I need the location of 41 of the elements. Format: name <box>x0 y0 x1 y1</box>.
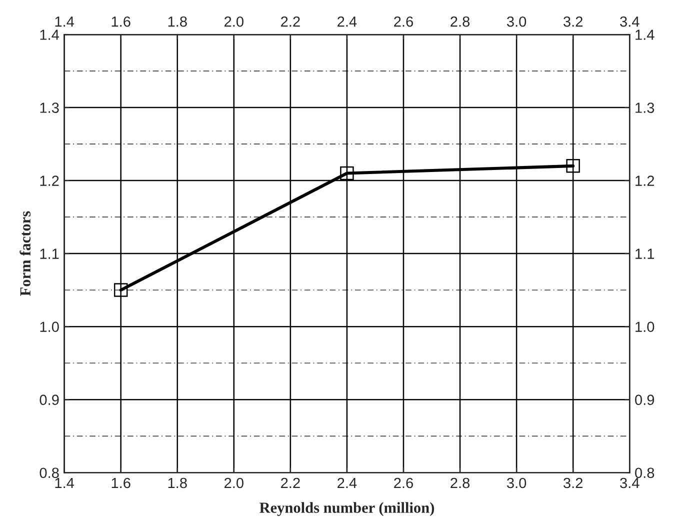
y-tick-label: 1.3 <box>40 102 59 113</box>
y-tick-label: 1.4 <box>40 30 60 40</box>
y2-tick-label: 0.8 <box>635 468 654 478</box>
y2-tick-label: 1.2 <box>636 176 654 186</box>
y2-tick-label: 1.3 <box>636 102 654 113</box>
x-tick-label: 2.8 <box>450 478 470 488</box>
y-tick-label: 0.8 <box>40 468 59 478</box>
x2-tick-label: 2.0 <box>224 16 244 27</box>
x-tick-label: 3.0 <box>506 478 526 488</box>
x2-tick-label: 2.8 <box>450 16 470 27</box>
y2-tick-label: 1.1 <box>636 248 654 259</box>
x-tick-label: 1.6 <box>112 478 130 488</box>
x2-tick-label: 3.4 <box>620 16 640 27</box>
x2-tick-label: 3.2 <box>564 16 582 27</box>
x2-tick-label: 2.2 <box>281 16 300 27</box>
x-tick-label: 3.4 <box>620 478 640 488</box>
x-tick-label: 2.4 <box>338 478 357 488</box>
x-tick-label: 2.6 <box>394 478 413 488</box>
y-tick-label: 1.0 <box>40 322 59 332</box>
x-tick-label: 1.4 <box>55 478 74 488</box>
x2-tick-label: 2.6 <box>394 16 413 27</box>
point <box>340 166 354 180</box>
y-tick-label: 1.1 <box>40 248 59 259</box>
point <box>566 159 580 173</box>
x-tick-label: 1.8 <box>168 478 187 488</box>
x-tick-label: 3.2 <box>564 478 582 488</box>
y2-tick-label: 1.4 <box>636 30 654 40</box>
y-tick-label: 1.2 <box>40 176 59 186</box>
y2-tick-label: 1.0 <box>636 322 654 332</box>
point <box>114 283 128 297</box>
x2-tick-label: 1.8 <box>168 16 187 27</box>
x-axis-title: Reynolds number (million) <box>260 502 434 516</box>
x2-tick-label: 1.4 <box>55 16 74 27</box>
y-axis-title: Form factors <box>20 211 31 296</box>
x-tick-label: 2.0 <box>224 478 244 488</box>
x2-tick-label: 3.0 <box>506 16 526 27</box>
x-tick-label: 2.2 <box>281 478 300 488</box>
x2-tick-label: 1.6 <box>112 16 130 27</box>
y-tick-label: 0.9 <box>40 394 59 406</box>
x2-tick-label: 2.4 <box>338 16 357 27</box>
y2-tick-label: 0.9 <box>635 394 654 406</box>
